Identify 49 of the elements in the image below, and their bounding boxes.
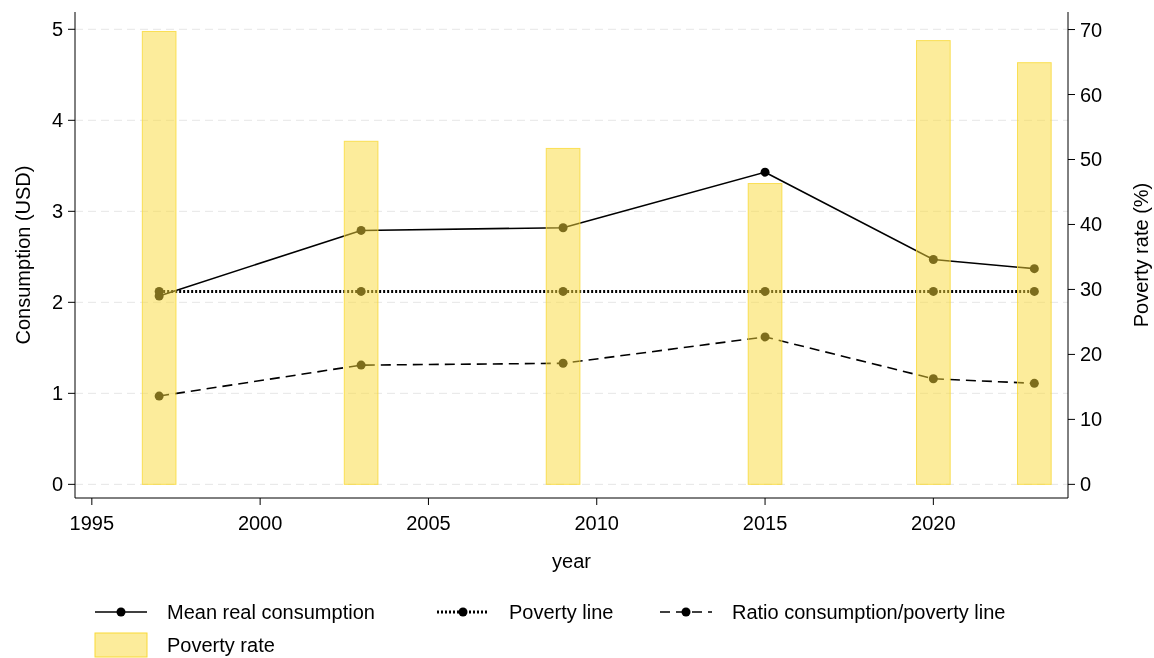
point — [356, 360, 366, 370]
y-tick-label: 3 — [51, 200, 63, 223]
x-tick-label: 2000 — [237, 512, 283, 534]
y2-tick-label: 70 — [1080, 18, 1103, 41]
point — [154, 391, 164, 401]
x-tick-label: 2015 — [742, 512, 788, 534]
y2-tick-label: 50 — [1080, 148, 1103, 171]
point — [760, 286, 770, 296]
y-tick-label: 2 — [51, 291, 63, 314]
x-tick-label: 1995 — [69, 512, 115, 534]
x-axis-title: year — [552, 550, 592, 572]
y2-tick-label: 60 — [1080, 83, 1103, 106]
point — [1029, 264, 1039, 274]
bar — [141, 30, 177, 485]
y-tick-label: 4 — [51, 109, 63, 132]
point — [356, 225, 366, 235]
y-axis-title: Consumption (USD) — [12, 165, 34, 345]
y-tick-label: 1 — [51, 382, 63, 405]
legend-label: Ratio consumption/poverty line — [732, 601, 1006, 623]
legend-label: Poverty rate — [167, 634, 275, 656]
point — [558, 223, 568, 233]
y2-tick-label: 0 — [1080, 473, 1092, 496]
bar — [1017, 62, 1052, 485]
bar — [545, 147, 581, 485]
point — [928, 286, 938, 296]
point — [760, 332, 770, 342]
point — [928, 374, 938, 384]
point — [558, 358, 568, 368]
y2-tick-label: 20 — [1080, 343, 1103, 366]
y2-axis-title: Poverty rate (%) — [1130, 182, 1152, 328]
x-tick-label: 2020 — [911, 512, 956, 534]
point — [1029, 378, 1039, 388]
point — [558, 286, 568, 296]
y-tick-label: 0 — [51, 473, 63, 496]
x-tick-label: 2010 — [574, 512, 619, 534]
y2-tick-label: 10 — [1080, 408, 1103, 431]
legend-label: Poverty line — [509, 601, 614, 623]
y2-tick-label: 40 — [1080, 213, 1103, 236]
y2-tick-label: 30 — [1080, 278, 1103, 301]
bar — [343, 140, 379, 485]
legend-label: Mean real consumption — [167, 601, 375, 623]
point — [760, 167, 770, 177]
y-tick-label: 5 — [51, 18, 63, 41]
point — [356, 286, 366, 296]
x-tick-label: 2005 — [406, 512, 451, 534]
bar — [916, 40, 951, 485]
point — [1029, 286, 1039, 296]
point — [928, 255, 938, 265]
bar — [747, 183, 783, 485]
